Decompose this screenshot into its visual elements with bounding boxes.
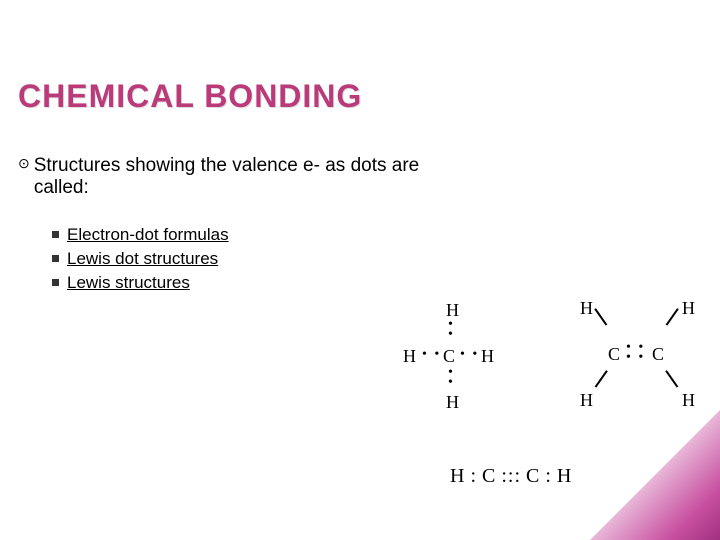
methane-h-bottom: H	[446, 392, 459, 413]
bond-dot: • •	[626, 355, 645, 361]
list-item: Lewis structures	[52, 273, 229, 293]
methane-c: C	[443, 346, 455, 367]
list-item: Lewis dot structures	[52, 249, 229, 269]
list-item-text: Lewis structures	[67, 273, 190, 292]
bond-dot: •	[448, 332, 453, 338]
page-title: CHEMICAL BONDING	[18, 78, 362, 115]
ethyne-formula: H : C ::: C : H	[450, 465, 572, 488]
square-bullet-icon	[52, 231, 59, 238]
bond-line	[595, 370, 608, 387]
body-line-2: called:	[34, 177, 89, 198]
square-bullet-icon	[52, 255, 59, 262]
bond-dot: • •	[422, 352, 441, 358]
ethene-h-tr: H	[682, 298, 695, 319]
bond-line	[595, 308, 608, 325]
sublist: Electron-dot formulas Lewis dot structur…	[52, 225, 229, 297]
ethene-h-tl: H	[580, 298, 593, 319]
square-bullet-icon	[52, 279, 59, 286]
bullet-main-icon: ⊙	[18, 155, 30, 172]
ethene-c1: C	[608, 344, 620, 365]
list-item: Electron-dot formulas	[52, 225, 229, 245]
list-item-text: Electron-dot formulas	[67, 225, 229, 244]
list-item-text: Lewis dot structures	[67, 249, 218, 268]
ethene-h-bl: H	[580, 390, 593, 411]
methane-h-right: H	[481, 346, 494, 367]
ethene-h-br: H	[682, 390, 695, 411]
bond-line	[666, 308, 679, 325]
methane-h-left: H	[403, 346, 416, 367]
body-text: ⊙Structures showing the valence e- as do…	[18, 155, 419, 199]
bond-dot: •	[448, 380, 453, 386]
body-line-1: Structures showing the valence e- as dot…	[34, 155, 419, 176]
bond-dot: • •	[460, 352, 479, 358]
bond-line	[666, 370, 679, 387]
ethene-c2: C	[652, 344, 664, 365]
